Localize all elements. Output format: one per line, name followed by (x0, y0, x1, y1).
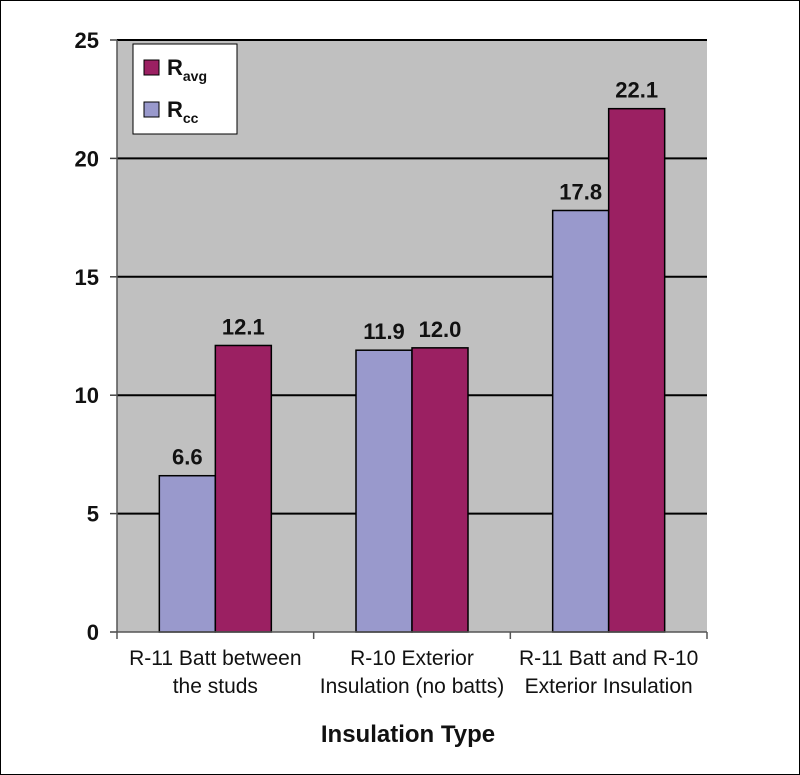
data-label: 12.1 (222, 314, 265, 339)
data-label: 12.0 (419, 317, 462, 342)
y-tick-label: 25 (75, 28, 99, 53)
bar (411, 347, 469, 633)
x-tick-label: Exterior Insulation (525, 675, 693, 698)
y-tick-label: 20 (75, 146, 99, 171)
bar (355, 349, 413, 633)
y-tick-label: 10 (75, 383, 99, 408)
bar (158, 474, 217, 633)
x-tick-label: the studs (173, 675, 258, 698)
legend-swatch (143, 59, 160, 76)
legend (132, 43, 238, 135)
y-tick-label: 15 (75, 265, 99, 290)
x-tick-label: R-11 Batt between (129, 647, 301, 670)
bar (214, 344, 273, 633)
y-tick-label: 0 (87, 620, 99, 645)
x-tick-label: R-10 Exterior (350, 647, 474, 670)
data-label: 6.6 (172, 445, 203, 470)
legend-swatch (143, 101, 160, 118)
x-axis-title: Insulation Type (321, 721, 495, 748)
data-label: 11.9 (363, 319, 405, 344)
data-label: 17.8 (559, 179, 602, 204)
y-tick-label: 5 (87, 502, 99, 527)
x-tick-label: Insulation (no batts) (320, 675, 504, 698)
data-label: 22.1 (615, 78, 658, 103)
bar (551, 209, 610, 633)
x-tick-label: R-11 Batt and R-10 (519, 647, 698, 670)
bar (607, 107, 666, 633)
